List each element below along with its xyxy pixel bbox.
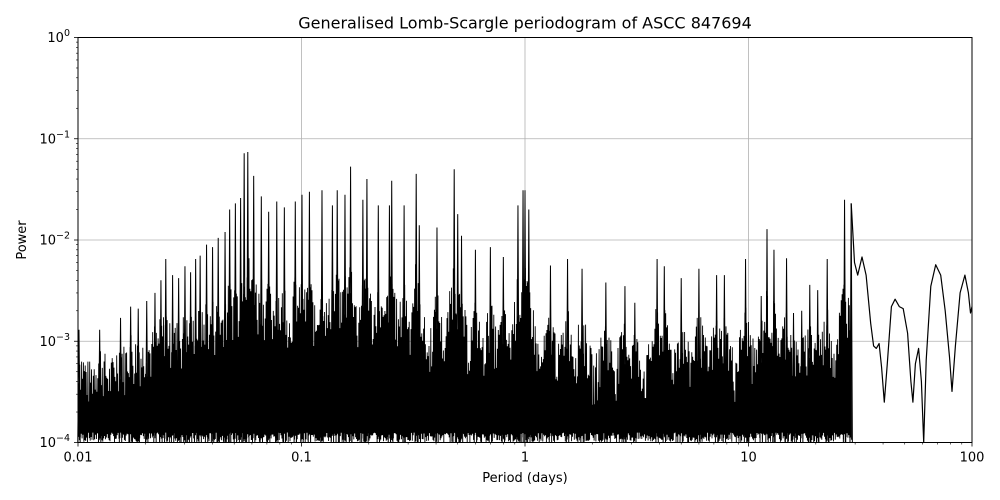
- periodogram-peak: [452, 169, 456, 443]
- periodogram-peak: [580, 268, 584, 443]
- periodogram-peak: [170, 275, 175, 443]
- periodogram-peak: [390, 180, 394, 443]
- periodogram-peak: [118, 317, 123, 443]
- periodogram-peak: [772, 249, 776, 443]
- periodogram-peak: [330, 205, 335, 443]
- periodogram-peak: [527, 209, 531, 443]
- periodogram-peak: [548, 265, 553, 443]
- periodogram-peak: [516, 205, 520, 443]
- x-tick-label: 100: [960, 451, 985, 466]
- plot-frame: [77, 37, 973, 443]
- periodogram-peak: [697, 268, 701, 443]
- periodogram-peak: [714, 275, 719, 443]
- periodogram-peak: [417, 225, 421, 443]
- periodogram-peak: [335, 190, 339, 443]
- periodogram-peak: [204, 244, 209, 443]
- periodogram-peak: [459, 235, 464, 443]
- periodogram-peak: [348, 166, 353, 443]
- periodogram-peak: [216, 237, 220, 443]
- periodogram-peak: [765, 229, 769, 443]
- periodogram-peak: [300, 194, 304, 443]
- y-tick-exponent: −2: [56, 231, 70, 242]
- y-tick-exponent: −4: [56, 433, 70, 444]
- periodogram-peak: [343, 194, 347, 443]
- periodogram-peak: [743, 258, 748, 443]
- periodogram-peak: [655, 258, 659, 443]
- periodogram-peak: [679, 278, 683, 443]
- periodogram-peak: [282, 207, 287, 443]
- x-tick-label: 1: [521, 451, 529, 466]
- periodogram-peak: [275, 201, 279, 443]
- x-axis-label: Period (days): [482, 471, 568, 486]
- periodogram-peak: [633, 302, 637, 443]
- periodogram-peak: [759, 295, 763, 443]
- periodogram-peak: [662, 266, 666, 443]
- periodogram-peak: [402, 205, 406, 443]
- periodogram-peak: [565, 258, 570, 443]
- periodogram-peak: [365, 179, 369, 443]
- x-tick-label: 10: [740, 451, 757, 466]
- periodogram-peak: [722, 275, 727, 443]
- periodogram-peak: [153, 292, 157, 443]
- periodogram-peak: [800, 310, 804, 443]
- periodogram-peak: [816, 290, 820, 443]
- periodogram-peak: [238, 197, 243, 443]
- periodogram-peak: [293, 201, 297, 443]
- periodogram-peak: [223, 231, 227, 443]
- periodogram-peak: [435, 227, 439, 443]
- periodogram-peak: [414, 173, 418, 443]
- x-tick-label: 0.01: [64, 451, 93, 466]
- periodogram-peak: [307, 191, 312, 443]
- periodogram-peak: [623, 286, 627, 443]
- periodogram-peak: [188, 272, 193, 443]
- periodogram-peak: [242, 153, 246, 443]
- periodogram-peak: [808, 284, 812, 443]
- periodogram-peak: [259, 196, 264, 443]
- periodogram-peak: [456, 214, 460, 443]
- periodogram-peak: [176, 278, 181, 443]
- y-tick-exponent: −1: [56, 129, 70, 140]
- periodogram-tail: [850, 203, 973, 444]
- periodogram-peak: [791, 313, 796, 443]
- periodogram-peak: [233, 203, 238, 443]
- periodogram-peak: [145, 300, 149, 443]
- chart-title: Generalised Lomb-Scargle periodogram of …: [298, 14, 752, 33]
- periodogram-peak: [523, 190, 527, 443]
- data-series: [77, 151, 973, 444]
- periodogram-peak: [376, 205, 380, 443]
- periodogram-peak: [849, 203, 853, 443]
- periodogram-peak: [183, 266, 187, 443]
- periodogram-peak: [473, 249, 478, 443]
- periodogram-peak: [387, 205, 392, 443]
- periodogram-peak: [501, 256, 506, 443]
- periodogram-peak: [246, 151, 250, 443]
- periodogram-peak: [266, 211, 271, 443]
- periodogram-peak: [842, 199, 847, 443]
- periodogram-peak: [825, 258, 829, 443]
- y-tick-exponent: 0: [64, 28, 70, 39]
- y-axis-label: Power: [15, 220, 30, 260]
- periodogram-peak: [361, 199, 365, 443]
- periodogram-peak: [251, 175, 256, 443]
- periodogram-peak: [210, 247, 215, 443]
- y-tick-exponent: −3: [56, 332, 70, 343]
- periodogram-peak: [136, 308, 140, 443]
- periodogram-peak: [193, 258, 198, 443]
- periodogram-peak: [198, 255, 202, 443]
- periodogram-peak: [159, 280, 163, 443]
- periodogram-peak: [784, 258, 789, 443]
- periodogram-peak: [227, 209, 232, 443]
- periodogram-peak: [488, 247, 493, 443]
- periodogram-peak: [164, 258, 168, 443]
- x-tick-label: 0.1: [291, 451, 312, 466]
- periodogram-peak: [320, 190, 324, 443]
- periodogram-peak: [97, 329, 102, 443]
- periodogram-peak: [604, 282, 608, 443]
- periodogram-peak: [128, 306, 133, 443]
